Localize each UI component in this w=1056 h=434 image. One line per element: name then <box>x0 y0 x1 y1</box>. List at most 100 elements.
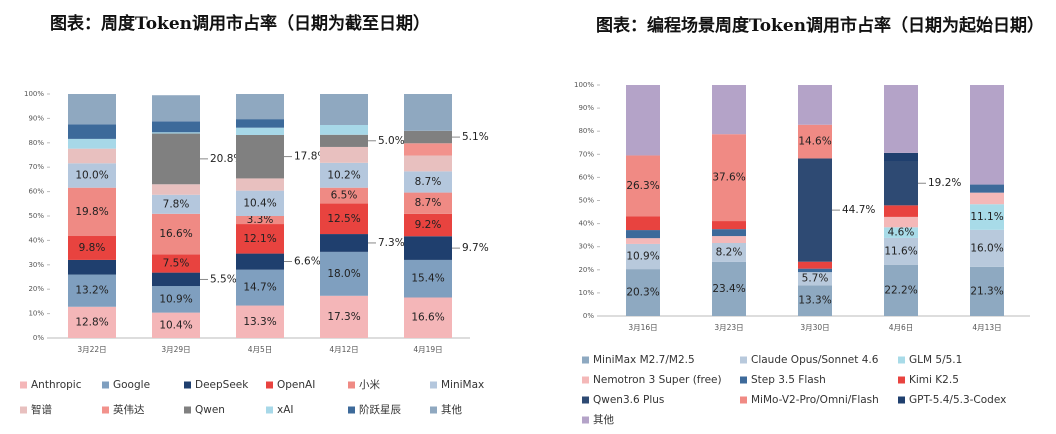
legend-swatch <box>266 406 273 414</box>
legend-label: GPT-5.4/5.3-Codex <box>909 394 1006 406</box>
value-label: 19.2% <box>928 177 961 189</box>
x-tick-label: 3月29日 <box>161 345 190 354</box>
legend-label: Google <box>113 379 150 391</box>
value-label: 5.7% <box>802 273 829 285</box>
bar-segment <box>320 203 368 235</box>
value-label: 5.1% <box>462 131 489 143</box>
y-tick-label: 80% <box>28 139 44 147</box>
value-label: 44.7% <box>842 204 875 216</box>
bar-segment <box>68 148 116 164</box>
value-label: 3.3% <box>247 214 274 226</box>
legend-swatch <box>430 406 437 414</box>
bar-segment <box>970 266 1004 316</box>
value-label: 12.8% <box>75 316 108 328</box>
legend-swatch <box>102 381 109 389</box>
bar-segment <box>884 227 918 238</box>
bar-segment <box>152 133 200 185</box>
y-tick-label: 60% <box>578 173 594 181</box>
bar-segment <box>884 85 918 153</box>
bar-segment <box>404 259 452 298</box>
bar-segment <box>404 236 452 260</box>
legend-swatch <box>20 381 27 389</box>
value-label: 8.2% <box>716 246 743 258</box>
bar-segment <box>404 192 452 214</box>
bar-segment <box>712 236 746 244</box>
legend-swatch <box>898 376 905 384</box>
y-tick-label: 90% <box>578 104 594 112</box>
value-label: 10.9% <box>626 251 659 263</box>
bar-segment <box>320 187 368 204</box>
x-tick-label: 4月5日 <box>248 345 273 354</box>
bar-segment <box>152 286 200 313</box>
bar-segment <box>320 134 368 147</box>
bar-segment <box>404 94 452 131</box>
bar-segment <box>884 237 918 265</box>
value-label: 8.7% <box>415 197 442 209</box>
bar-segment <box>68 306 116 338</box>
bar-segment <box>404 130 452 144</box>
value-label: 26.3% <box>626 180 659 192</box>
value-label: 37.6% <box>712 172 745 184</box>
legend-label: Qwen3.6 Plus <box>593 394 664 406</box>
bar-segment <box>152 95 200 122</box>
bar-segment <box>236 178 284 191</box>
bar-segment <box>68 163 116 188</box>
bar-segment <box>236 190 284 216</box>
value-label: 16.0% <box>970 242 1003 254</box>
bar-segment <box>152 132 200 134</box>
value-label: 10.0% <box>75 169 108 181</box>
legend-swatch <box>430 381 437 389</box>
bar-segment <box>320 124 368 135</box>
value-label: 10.9% <box>159 293 192 305</box>
y-tick-label: 70% <box>28 163 44 171</box>
bar-segment <box>68 259 116 275</box>
x-tick-label: 3月23日 <box>714 323 743 332</box>
bar-segment <box>236 305 284 338</box>
x-tick-label: 4月19日 <box>413 345 442 354</box>
y-tick-label: 10% <box>28 310 44 318</box>
bar-segment <box>152 121 200 133</box>
legend-label: 其他 <box>593 413 614 426</box>
bar-segment <box>798 285 832 316</box>
bar-segment <box>68 187 116 237</box>
x-tick-label: 3月30日 <box>800 323 829 332</box>
bar-segment <box>884 264 918 316</box>
bar-segment <box>884 205 918 217</box>
legend-swatch <box>266 381 273 389</box>
y-tick-label: 70% <box>578 150 594 158</box>
y-tick-label: 80% <box>578 127 594 135</box>
bar-segment <box>320 234 368 252</box>
x-tick-label: 4月12日 <box>329 345 358 354</box>
value-label: 19.8% <box>75 206 108 218</box>
bar-segment <box>236 134 284 179</box>
value-label: 6.5% <box>331 190 358 202</box>
bar-segment <box>404 213 452 237</box>
bar-segment <box>320 251 368 296</box>
bar-segment <box>152 272 200 287</box>
y-tick-label: 20% <box>28 285 44 293</box>
value-label: 12.5% <box>327 213 360 225</box>
legend-swatch <box>740 356 747 364</box>
bar-segment <box>404 143 452 156</box>
bar-segment <box>798 158 832 262</box>
legend-label: 智谱 <box>31 403 52 416</box>
bar-segment <box>626 238 660 244</box>
legend-label: DeepSeek <box>195 379 249 391</box>
value-label: 9.2% <box>415 219 442 231</box>
legend-label: OpenAI <box>277 379 315 391</box>
bar-segment <box>236 127 284 135</box>
value-label: 13.3% <box>243 316 276 328</box>
bar-segment <box>68 94 116 125</box>
legend-label: Nemotron 3 Super (free) <box>593 374 722 386</box>
y-tick-label: 30% <box>578 243 594 251</box>
bar-segment <box>152 312 200 338</box>
value-label: 8.7% <box>415 176 442 188</box>
bar-segment <box>798 261 832 269</box>
legend-swatch <box>102 406 109 414</box>
bar-segment <box>152 254 200 273</box>
value-label: 9.8% <box>79 242 106 254</box>
legend-label: Qwen <box>195 404 225 416</box>
bar-segment <box>404 155 452 172</box>
legend-label: Kimi K2.5 <box>909 374 959 386</box>
bar-segment <box>68 138 116 149</box>
